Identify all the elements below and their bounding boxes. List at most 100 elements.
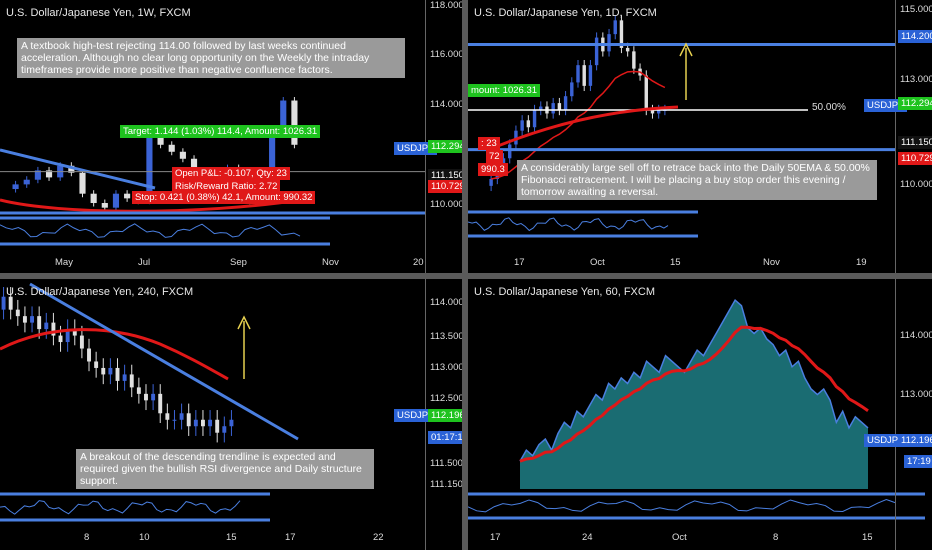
candle-body [1, 296, 6, 310]
price-tag: 111.150 [428, 169, 462, 182]
candle-body [619, 20, 624, 48]
candle-body [146, 128, 153, 201]
candle-body [23, 179, 30, 185]
descending-trendline [29, 282, 299, 441]
rsi-line [0, 500, 241, 515]
candle-body [44, 322, 49, 330]
h4-chart-canvas [0, 282, 299, 522]
x-tick: Nov [322, 257, 339, 268]
price-tag: 112.196 [428, 409, 462, 422]
candle-body [112, 193, 120, 208]
candle-body [51, 322, 56, 336]
x-tick: Oct [590, 257, 605, 268]
price-line [519, 298, 869, 462]
stop-amount-label: 990.3 [478, 163, 508, 176]
candle-body [68, 165, 75, 173]
chart-panel-daily[interactable]: U.S. Dollar/Japanese Yen, 1D, FXCM mount… [468, 0, 932, 273]
x-tick: Nov [763, 257, 780, 268]
candle-body [179, 151, 186, 159]
candle-body [158, 393, 163, 414]
candle-body [489, 178, 493, 186]
countdown-tag: 01:17:19 [428, 431, 462, 444]
candle-body [644, 75, 648, 110]
candle-body [129, 374, 134, 388]
daily-chart-canvas [468, 15, 895, 238]
candle-body [179, 413, 184, 420]
candle-body [222, 426, 227, 433]
candle-body [72, 329, 77, 336]
candle-body [165, 413, 170, 420]
candle-body [37, 316, 42, 330]
candle-body [563, 96, 568, 110]
annotation-note: A textbook high-test rejecting 114.00 fo… [17, 38, 405, 78]
chart-title: U.S. Dollar/Japanese Yen, 240, FXCM [6, 286, 194, 298]
candle-body [12, 184, 19, 190]
price-tag: 114.200 [898, 30, 932, 43]
candle-body [172, 419, 177, 421]
candle-body [215, 419, 220, 433]
open-pl-label: Open P&L: -0.107, Qty: 23 [172, 167, 290, 180]
x-tick: 24 [582, 532, 593, 543]
x-tick: 17 [490, 532, 501, 543]
candle-body [280, 100, 287, 134]
chart-panel-weekly[interactable]: U.S. Dollar/Japanese Yen, 1W, FXCM A tex… [0, 0, 462, 273]
candle-body [34, 170, 41, 180]
x-tick: Oct [672, 532, 687, 543]
x-tick: 17 [514, 257, 525, 268]
y-tick: 113.000 [900, 74, 932, 85]
chart-title: U.S. Dollar/Japanese Yen, 60, FXCM [474, 286, 655, 298]
candle-body [30, 316, 35, 323]
candle-body [576, 65, 580, 83]
candle-body [594, 37, 599, 66]
candle-body [613, 20, 617, 35]
qty-label-2: 72 [486, 150, 503, 163]
rsi-line [0, 223, 301, 238]
price-tag: 110.729 [428, 180, 462, 193]
chart-panel-4h[interactable]: U.S. Dollar/Japanese Yen, 240, FXCM A br… [0, 279, 462, 550]
candle-body [557, 103, 562, 110]
candle-body [650, 110, 655, 114]
price-tag: 111.150 [898, 136, 932, 149]
candle-body [186, 413, 191, 427]
rsi-line [468, 498, 896, 513]
y-tick: 114.000 [430, 297, 462, 308]
candle-body [193, 419, 198, 427]
arrow-head [679, 42, 693, 57]
chart-panel-1h[interactable]: U.S. Dollar/Japanese Yen, 60, FXCM 114.0… [468, 279, 932, 550]
rsi-line [468, 217, 669, 232]
candle-body [570, 82, 574, 97]
x-tick: 20 [413, 257, 424, 268]
target-label: Target: 1.144 (1.03%) 114.4, Amount: 102… [120, 125, 321, 138]
y-tick: 113.000 [900, 389, 932, 400]
candle-body [45, 170, 53, 178]
candle-body [122, 374, 127, 381]
candle-body [79, 335, 84, 349]
candle-body [22, 316, 27, 323]
ema-line [519, 325, 869, 463]
candle-body [79, 172, 86, 194]
x-tick: 10 [139, 532, 150, 543]
candle-body [607, 34, 611, 52]
candle-body [269, 133, 276, 192]
x-tick: 19 [856, 257, 867, 268]
candle-body [151, 393, 156, 401]
y-tick: 112.500 [430, 393, 462, 404]
candle-body [87, 348, 91, 362]
candle-body [625, 47, 630, 52]
countdown-tag: 17:19 [904, 455, 932, 468]
chart-title: U.S. Dollar/Japanese Yen, 1W, FXCM [6, 7, 191, 19]
symbol-tag: USDJPY [394, 142, 438, 155]
candle-body [208, 419, 213, 427]
y-tick: 114.000 [900, 330, 932, 341]
candle-body [582, 65, 586, 86]
candle-body [124, 193, 131, 199]
x-tick: 8 [773, 532, 779, 543]
candle-body [65, 329, 70, 343]
candle-body [588, 65, 593, 86]
symbol-tag: USDJPY [394, 409, 438, 422]
candle-body [291, 100, 298, 145]
symbol-tag: USDJPY [864, 99, 908, 112]
candle-body [101, 203, 108, 208]
qty-label: : 23 [478, 137, 500, 150]
annotation-note: A considerably large sell off to retrace… [517, 160, 877, 200]
